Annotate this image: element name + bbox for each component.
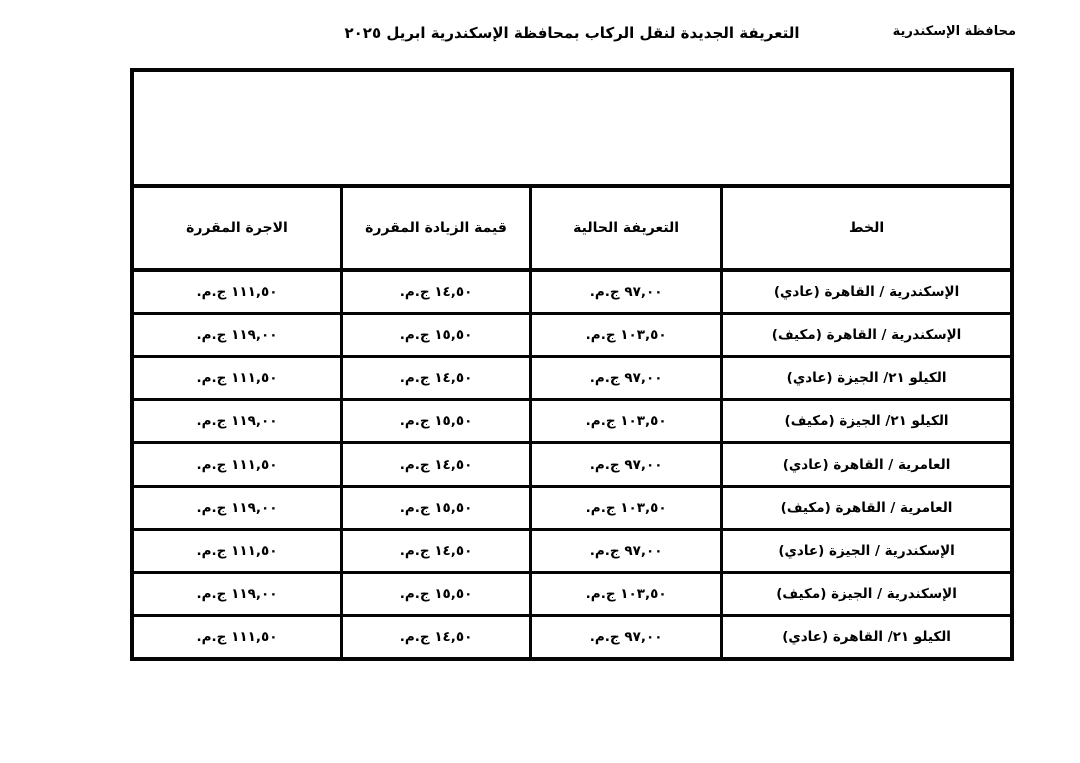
increase-cell: ١٥,٥٠ ج.م. bbox=[339, 484, 533, 531]
new-fare-cell: ١١١,٥٠ ج.م. bbox=[130, 355, 343, 402]
increase-cell: ١٥,٥٠ ج.م. bbox=[339, 570, 533, 618]
column-header-new-fare: الاجرة المقررة bbox=[130, 184, 343, 273]
new-fare-cell: ١١٩,٠٠ ج.م. bbox=[130, 311, 343, 359]
route-cell: الإسكندرية / القاهرة (مكيف) bbox=[720, 311, 1014, 359]
increase-cell: ١٥,٥٠ ج.م. bbox=[339, 398, 533, 445]
table-row: العامرية / القاهرة (مكيف) ١٠٣,٥٠ ج.م. ١٥,٥… bbox=[130, 484, 1014, 531]
increase-cell: ١٤,٥٠ ج.م. bbox=[339, 614, 533, 661]
column-header-increase: قيمة الزيادة المقررة bbox=[339, 184, 533, 273]
table-row: الكيلو ٢١/ الجيزة (عادي) ٩٧,٠٠ ج.م. ١٤,٥٠ … bbox=[130, 355, 1014, 402]
current-tariff-cell: ٩٧,٠٠ ج.م. bbox=[529, 441, 724, 488]
route-cell: الإسكندرية / القاهرة (عادي) bbox=[720, 268, 1014, 315]
route-cell: العامرية / القاهرة (مكيف) bbox=[720, 484, 1014, 531]
table-header-row: الخط التعريفة الحالية قيمة الزيادة المقر… bbox=[130, 184, 1014, 273]
route-cell: الكيلو ٢١/ الجيزة (عادي) bbox=[720, 355, 1014, 402]
current-tariff-cell: ٩٧,٠٠ ج.م. bbox=[529, 355, 724, 402]
increase-cell: ١٤,٥٠ ج.م. bbox=[339, 268, 533, 315]
governorate-label: محافظة الإسكندرية bbox=[892, 24, 1016, 39]
table-row: الإسكندرية / الجيزة (مكيف) ١٠٣,٥٠ ج.م. ١٥,… bbox=[130, 570, 1014, 618]
route-cell: الإسكندرية / الجيزة (عادي) bbox=[720, 527, 1014, 574]
new-fare-cell: ١١٩,٠٠ ج.م. bbox=[130, 484, 343, 531]
table-row: الإسكندرية / الجيزة (عادي) ٩٧,٠٠ ج.م. ١٤,٥… bbox=[130, 527, 1014, 574]
new-fare-cell: ١١١,٥٠ ج.م. bbox=[130, 268, 343, 315]
new-fare-cell: ١١١,٥٠ ج.م. bbox=[130, 614, 343, 661]
new-fare-cell: ١١١,٥٠ ج.م. bbox=[130, 441, 343, 488]
table-row: العامرية / القاهرة (عادي) ٩٧,٠٠ ج.م. ١٤,٥٠… bbox=[130, 441, 1014, 488]
current-tariff-cell: ٩٧,٠٠ ج.م. bbox=[529, 614, 724, 661]
new-fare-cell: ١١١,٥٠ ج.م. bbox=[130, 527, 343, 574]
current-tariff-cell: ١٠٣,٥٠ ج.م. bbox=[529, 484, 724, 531]
route-cell: العامرية / القاهرة (عادي) bbox=[720, 441, 1014, 488]
route-cell: الكيلو ٢١/ القاهرة (عادي) bbox=[720, 614, 1014, 661]
new-fare-cell: ١١٩,٠٠ ج.م. bbox=[130, 398, 343, 445]
new-fare-cell: ١١٩,٠٠ ج.م. bbox=[130, 570, 343, 618]
page-title: التعريفة الجديدة لنقل الركاب بمحافظة الإ… bbox=[344, 24, 800, 42]
increase-cell: ١٥,٥٠ ج.م. bbox=[339, 311, 533, 359]
table-empty-band bbox=[130, 68, 1014, 188]
table-row: الكيلو ٢١/ الجيزة (مكيف) ١٠٣,٥٠ ج.م. ١٥,٥٠… bbox=[130, 398, 1014, 445]
column-header-route: الخط bbox=[720, 184, 1014, 273]
current-tariff-cell: ٩٧,٠٠ ج.م. bbox=[529, 268, 724, 315]
tariff-table: الخط التعريفة الحالية قيمة الزيادة المقر… bbox=[130, 68, 1014, 661]
table-row: الإسكندرية / القاهرة (مكيف) ١٠٣,٥٠ ج.م. ١٥… bbox=[130, 311, 1014, 359]
route-cell: الكيلو ٢١/ الجيزة (مكيف) bbox=[720, 398, 1014, 445]
current-tariff-cell: ١٠٣,٥٠ ج.م. bbox=[529, 570, 724, 618]
current-tariff-cell: ١٠٣,٥٠ ج.م. bbox=[529, 311, 724, 359]
current-tariff-cell: ١٠٣,٥٠ ج.م. bbox=[529, 398, 724, 445]
column-header-current-tariff: التعريفة الحالية bbox=[529, 184, 724, 273]
increase-cell: ١٤,٥٠ ج.م. bbox=[339, 441, 533, 488]
increase-cell: ١٤,٥٠ ج.م. bbox=[339, 527, 533, 574]
table-row: الإسكندرية / القاهرة (عادي) ٩٧,٠٠ ج.م. ١٤,… bbox=[130, 268, 1014, 315]
current-tariff-cell: ٩٧,٠٠ ج.م. bbox=[529, 527, 724, 574]
route-cell: الإسكندرية / الجيزة (مكيف) bbox=[720, 570, 1014, 618]
table-row: الكيلو ٢١/ القاهرة (عادي) ٩٧,٠٠ ج.م. ١٤,٥٠… bbox=[130, 614, 1014, 661]
increase-cell: ١٤,٥٠ ج.م. bbox=[339, 355, 533, 402]
empty-merged-cell bbox=[130, 68, 1014, 188]
